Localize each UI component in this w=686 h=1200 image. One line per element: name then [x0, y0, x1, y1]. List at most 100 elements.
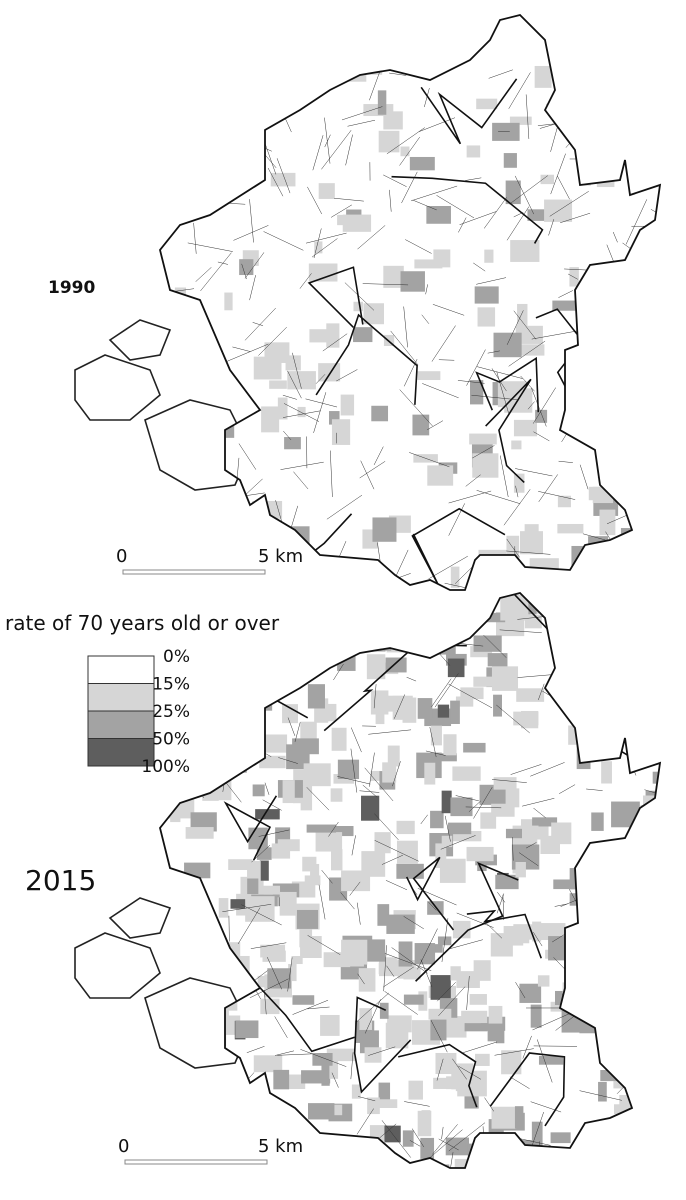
street: [213, 749, 217, 788]
street: [625, 199, 648, 245]
year-label: 1990: [48, 278, 95, 298]
district: [529, 569, 542, 582]
district: [569, 267, 579, 287]
district: [441, 790, 452, 814]
district: [375, 714, 385, 725]
street: [550, 127, 558, 152]
district: [291, 956, 303, 965]
street: [626, 937, 650, 979]
street: [569, 409, 574, 432]
street: [459, 211, 497, 225]
district: [262, 950, 286, 962]
district: [550, 1132, 571, 1144]
district: [351, 1084, 361, 1099]
street: [461, 1041, 497, 1054]
district: [255, 885, 281, 895]
district: [437, 704, 450, 718]
street: [604, 26, 624, 33]
district: [658, 987, 660, 1010]
district: [463, 742, 486, 753]
district: [537, 923, 566, 940]
street: [322, 333, 348, 352]
street: [412, 199, 437, 211]
district: [219, 955, 239, 971]
ward-boundary: [307, 266, 364, 328]
street: [593, 593, 616, 625]
district: [648, 1094, 660, 1104]
street: [429, 727, 437, 758]
district: [270, 172, 296, 187]
street: [626, 442, 633, 477]
street: [384, 953, 432, 971]
district: [277, 397, 288, 420]
district: [624, 966, 650, 977]
street: [222, 904, 272, 912]
district: [361, 851, 386, 877]
street: [409, 1140, 421, 1147]
street: [506, 206, 530, 241]
district: [496, 1017, 505, 1044]
scale-start: 0: [118, 1136, 129, 1157]
street: [179, 929, 190, 952]
district: [627, 925, 656, 939]
street: [641, 160, 656, 168]
district: [176, 115, 202, 128]
street: [274, 1016, 288, 1038]
district: [282, 780, 295, 804]
district: [430, 753, 457, 762]
district: [460, 687, 484, 700]
street: [654, 506, 660, 511]
legend-label: 0%: [163, 647, 190, 667]
district: [403, 994, 424, 1005]
district: [655, 785, 660, 809]
street: [391, 947, 428, 974]
street: [292, 352, 302, 389]
street: [515, 485, 519, 498]
street: [278, 757, 298, 764]
street: [645, 266, 653, 284]
street: [608, 1054, 621, 1071]
district: [631, 904, 652, 920]
street: [509, 175, 548, 205]
district: [176, 334, 186, 361]
street: [506, 550, 551, 555]
street: [494, 1048, 534, 1056]
district: [578, 978, 603, 1004]
street: [222, 718, 228, 739]
district: [359, 1008, 373, 1030]
district: [652, 771, 660, 784]
district: [426, 206, 451, 224]
district: [553, 630, 573, 654]
district: [408, 1080, 423, 1100]
street: [517, 674, 556, 678]
district: [484, 249, 494, 263]
district: [473, 635, 502, 652]
street: [408, 625, 411, 653]
district: [184, 862, 211, 879]
street: [538, 474, 558, 503]
district: [368, 1099, 398, 1109]
district: [651, 634, 660, 644]
district: [591, 393, 607, 416]
ward-boundary: [489, 1052, 566, 1127]
district: [513, 419, 537, 437]
street: [226, 202, 246, 205]
street: [409, 452, 450, 468]
street: [341, 106, 383, 121]
street: [233, 1167, 261, 1168]
street: [509, 1076, 530, 1089]
street: [267, 167, 284, 197]
street: [264, 782, 270, 795]
ward-boundary: [405, 856, 455, 931]
street: [314, 601, 358, 604]
district: [385, 1022, 409, 1049]
legend-label: 100%: [141, 757, 190, 777]
street: [528, 1165, 570, 1168]
street: [362, 283, 409, 286]
street: [374, 840, 419, 862]
district: [598, 986, 611, 998]
street: [234, 595, 255, 608]
street: [503, 489, 531, 526]
district: [263, 734, 288, 753]
district: [217, 598, 248, 612]
